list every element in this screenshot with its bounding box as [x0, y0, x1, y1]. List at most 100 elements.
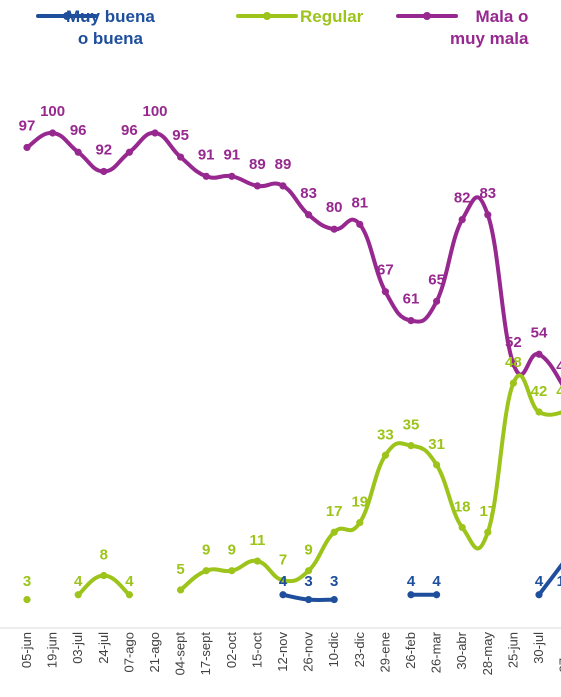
- data-label-mala: 65: [428, 271, 445, 288]
- data-label-mala: 91: [198, 146, 215, 163]
- x-tick-label: 03-jul: [70, 632, 85, 664]
- data-label-mala: 81: [351, 194, 368, 211]
- x-tick-label: 26-nov: [301, 632, 316, 672]
- data-label-mala: 100: [142, 103, 167, 120]
- data-label-mala: 95: [172, 127, 189, 144]
- data-point-regular: [228, 567, 236, 575]
- data-point-regular: [484, 528, 492, 536]
- data-point-mala: [125, 148, 133, 156]
- legend-swatch-regular: [236, 10, 298, 22]
- data-point-muy_buena: [330, 595, 338, 604]
- data-point-mala: [381, 288, 389, 296]
- data-label-mala: 83: [300, 185, 317, 202]
- data-label-regular: 18: [454, 498, 471, 515]
- x-tick-label: 30-abr: [454, 631, 469, 669]
- series-layer: [23, 129, 561, 604]
- legend-item-muy-buena: Muy buena o buena: [36, 6, 155, 50]
- data-label-muy_buena: 3: [304, 573, 312, 590]
- x-tick-label: 07-ago: [121, 632, 136, 672]
- data-label-regular: 42: [556, 383, 561, 400]
- series-mala: [23, 129, 561, 387]
- x-tick-label: 02-oct: [224, 632, 239, 669]
- chart-legend: Muy buena o buena Regular Mala o muy mal…: [0, 6, 561, 66]
- x-tick-label: 19-jun: [45, 632, 60, 668]
- data-point-regular: [535, 408, 543, 416]
- data-label-muy_buena: 4: [432, 573, 441, 590]
- data-point-regular: [458, 523, 466, 532]
- data-point-regular: [381, 451, 389, 459]
- x-tick-label: 30-jul: [531, 632, 546, 664]
- x-tick-label: 26-feb: [403, 632, 418, 669]
- data-label-mala: 54: [531, 324, 548, 341]
- legend-swatch-muy-buena: [36, 10, 98, 22]
- data-point-regular: [125, 591, 133, 599]
- data-label-mala: 97: [19, 117, 36, 134]
- x-tick-label: 24-jul: [96, 632, 111, 664]
- data-label-regular: 4: [125, 573, 134, 590]
- data-point-mala: [228, 172, 236, 180]
- data-point-mala: [356, 220, 364, 228]
- data-label-regular: 8: [100, 547, 108, 564]
- data-label-muy_buena: 4: [279, 573, 288, 590]
- x-tick-label: 29-ene: [377, 632, 392, 672]
- data-label-mala: 100: [40, 103, 65, 120]
- data-point-muy_buena: [433, 591, 441, 599]
- data-label-mala: 47: [556, 358, 561, 375]
- data-label-regular: 19: [351, 494, 368, 511]
- x-tick-label: 04-sept: [173, 632, 188, 676]
- data-label-mala: 96: [121, 122, 138, 139]
- data-point-regular: [253, 557, 261, 565]
- legend-label-mala: Mala o muy mala: [450, 7, 529, 48]
- legend-item-mala: Mala o muy mala: [396, 6, 528, 50]
- data-point-mala: [509, 360, 517, 368]
- data-label-regular: 11: [249, 532, 265, 549]
- data-label-regular: 42: [531, 383, 548, 400]
- data-label-mala: 92: [95, 141, 112, 158]
- x-tick-label: 05-jun: [19, 632, 34, 668]
- data-label-regular: 31: [428, 436, 445, 453]
- data-point-mala: [305, 211, 313, 219]
- data-label-mala: 89: [249, 156, 266, 173]
- data-label-regular: 35: [403, 417, 420, 434]
- data-label-regular: 48: [505, 354, 522, 371]
- data-label-regular: 17: [479, 503, 496, 520]
- x-tick-label: 12-nov: [275, 632, 290, 672]
- data-point-regular: [23, 595, 31, 604]
- data-point-regular: [177, 586, 185, 594]
- data-label-muy_buena: 3: [330, 573, 338, 590]
- data-point-regular: [305, 567, 313, 575]
- data-label-mala: 83: [479, 185, 496, 202]
- x-axis: 05-jun 19-jun 03-jul 24-jul 07-ago 21-ago 04-s…: [0, 627, 561, 676]
- data-point-muy_buena: [279, 591, 287, 599]
- legend-marker: [63, 12, 71, 20]
- data-label-regular: 3: [23, 573, 31, 590]
- data-point-mala: [177, 153, 185, 161]
- data-point-regular: [74, 591, 82, 599]
- data-point-mala: [407, 316, 415, 325]
- legend-marker: [263, 12, 271, 20]
- data-point-mala: [458, 215, 466, 224]
- data-label-mala: 67: [377, 262, 394, 279]
- data-label-mala: 96: [70, 122, 87, 139]
- x-tick-label: 21-ago: [147, 632, 162, 672]
- data-label-regular: 9: [202, 542, 210, 559]
- data-label-regular: 9: [228, 542, 236, 559]
- data-point-mala: [23, 143, 31, 152]
- data-point-regular: [407, 442, 415, 450]
- data-point-regular: [202, 567, 210, 575]
- x-tick-label: 26-mar: [429, 631, 444, 673]
- data-point-muy_buena: [407, 591, 415, 599]
- data-label-mala: 82: [454, 190, 471, 207]
- x-tick-label: 17-sept: [198, 632, 213, 676]
- x-tick-label: 25-jun: [505, 632, 520, 668]
- data-label-mala: 80: [326, 199, 343, 216]
- data-label-regular: 5: [176, 561, 184, 578]
- x-tick-label: 28-may: [480, 632, 495, 676]
- legend-swatch-mala: [396, 10, 458, 22]
- data-point-mala: [279, 182, 287, 190]
- data-point-mala: [74, 148, 82, 156]
- data-point-mala: [49, 129, 57, 137]
- data-point-regular: [356, 519, 364, 527]
